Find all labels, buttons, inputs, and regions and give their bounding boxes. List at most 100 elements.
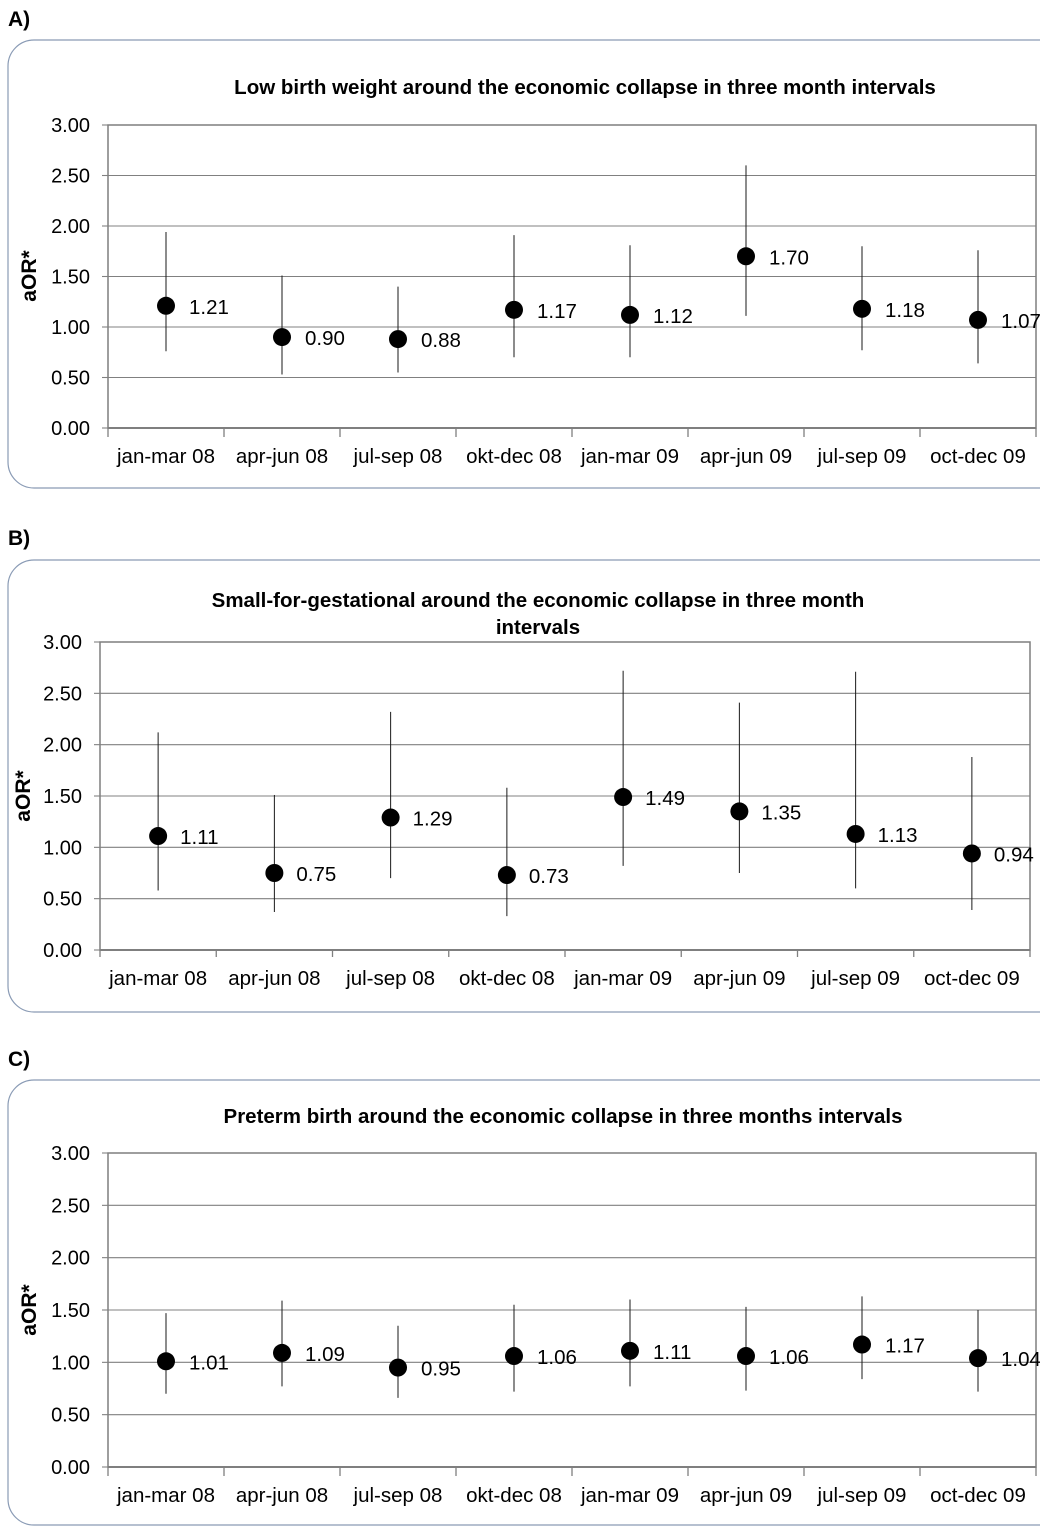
x-tick-label: okt-dec 08 [466, 1484, 562, 1507]
chart-panel-a: A) Low birth weight around the economic c… [7, 8, 1040, 489]
y-tick-label: 0.50 [51, 368, 90, 390]
x-tick-label: jan-mar 08 [116, 445, 215, 468]
data-label: 1.29 [413, 808, 453, 831]
data-label: 1.06 [769, 1346, 809, 1369]
data-point [389, 1358, 407, 1377]
data-point [265, 864, 284, 882]
y-tick-label: 1.50 [51, 267, 90, 289]
data-point [621, 1341, 639, 1360]
x-tick-label: oct-dec 09 [930, 445, 1026, 468]
data-point [389, 330, 407, 349]
data-point [969, 310, 987, 329]
data-point [853, 1335, 871, 1354]
data-point [497, 866, 516, 885]
y-tick-label: 1.00 [51, 1352, 90, 1374]
x-tick-label: oct-dec 09 [930, 1484, 1026, 1507]
data-label: 1.35 [761, 801, 801, 824]
y-tick-label: 2.50 [43, 683, 82, 705]
data-label: 1.11 [653, 1341, 691, 1364]
data-label: 1.07 [1001, 310, 1040, 333]
y-tick-label: 2.50 [51, 1195, 90, 1217]
x-tick-label: apr-jun 08 [236, 445, 328, 468]
data-point [273, 328, 291, 347]
y-axis-label: aOR* [12, 770, 35, 822]
x-tick-label: oct-dec 09 [924, 967, 1020, 990]
y-tick-label: 3.00 [51, 115, 90, 137]
panel-frame [7, 1079, 1040, 1526]
y-tick-label: 0.00 [51, 418, 90, 440]
chart-panel-b: B) Small-for-gestational around the econo… [7, 527, 1040, 1013]
data-point [157, 296, 175, 315]
panel-label: A) [8, 8, 30, 31]
y-tick-label: 3.00 [43, 632, 82, 654]
data-label: 1.70 [769, 246, 809, 269]
data-point [737, 1347, 755, 1366]
x-tick-label: jul-sep 08 [353, 445, 443, 468]
x-tick-label: okt-dec 08 [459, 967, 555, 990]
data-label: 1.17 [537, 300, 577, 323]
y-tick-label: 2.00 [51, 1248, 90, 1270]
data-label: 1.11 [180, 826, 218, 849]
data-label: 1.21 [189, 296, 229, 319]
data-point [969, 1349, 987, 1368]
data-label: 0.90 [305, 327, 345, 350]
x-tick-label: apr-jun 08 [228, 967, 320, 990]
x-tick-label: apr-jun 08 [236, 1484, 328, 1507]
data-point [737, 247, 755, 266]
x-tick-label: jan-mar 08 [108, 967, 207, 990]
x-tick-label: jul-sep 08 [345, 967, 435, 990]
data-point [730, 802, 749, 821]
y-tick-label: 0.50 [43, 889, 82, 911]
x-tick-label: jan-mar 08 [116, 1484, 215, 1507]
data-label: 1.13 [878, 824, 918, 847]
chart-title: Preterm birth around the economic collap… [224, 1105, 903, 1128]
x-tick-label: okt-dec 08 [466, 445, 562, 468]
data-point [381, 808, 400, 827]
data-label: 1.17 [885, 1335, 925, 1358]
x-tick-label: apr-jun 09 [700, 445, 792, 468]
y-tick-label: 2.50 [51, 166, 90, 188]
data-point [157, 1352, 175, 1371]
y-tick-label: 1.50 [51, 1300, 90, 1322]
data-point [149, 827, 168, 846]
y-tick-label: 1.00 [51, 317, 90, 339]
data-point [273, 1343, 291, 1362]
y-tick-label: 1.00 [43, 837, 82, 859]
data-point [505, 300, 523, 319]
panel-label: C) [8, 1048, 30, 1071]
data-label: 0.88 [421, 329, 461, 352]
data-point [621, 305, 639, 324]
y-tick-label: 2.00 [43, 735, 82, 757]
data-point [505, 1347, 523, 1366]
x-tick-label: jul-sep 09 [817, 1484, 907, 1507]
y-axis-label: aOR* [18, 1284, 41, 1336]
x-tick-label: apr-jun 09 [693, 967, 785, 990]
data-label: 1.12 [653, 305, 693, 328]
y-tick-label: 0.00 [51, 1457, 90, 1479]
x-tick-label: jan-mar 09 [580, 445, 679, 468]
x-tick-label: apr-jun 09 [700, 1484, 792, 1507]
data-label: 1.04 [1001, 1348, 1040, 1371]
y-tick-label: 2.00 [51, 216, 90, 238]
chart-title: Low birth weight around the economic col… [234, 76, 936, 99]
panel-frame [7, 559, 1040, 1013]
y-tick-label: 1.50 [43, 786, 82, 808]
x-tick-label: jan-mar 09 [580, 1484, 679, 1507]
data-label: 1.09 [305, 1343, 345, 1366]
panel-frame [7, 39, 1040, 489]
chart-panel-c: C) Preterm birth around the economic coll… [7, 1048, 1040, 1526]
chart-title: Small-for-gestational around the economi… [212, 589, 865, 639]
data-label: 0.95 [421, 1358, 461, 1381]
x-tick-label: jul-sep 09 [810, 967, 900, 990]
y-tick-label: 3.00 [51, 1143, 90, 1165]
y-tick-label: 0.00 [43, 940, 82, 962]
data-label: 1.01 [189, 1351, 229, 1374]
x-tick-label: jul-sep 08 [353, 1484, 443, 1507]
data-point [846, 824, 865, 843]
data-point [614, 788, 633, 807]
data-point [962, 844, 981, 863]
data-label: 1.06 [537, 1346, 577, 1369]
data-label: 1.18 [885, 299, 925, 322]
y-tick-label: 0.50 [51, 1405, 90, 1427]
